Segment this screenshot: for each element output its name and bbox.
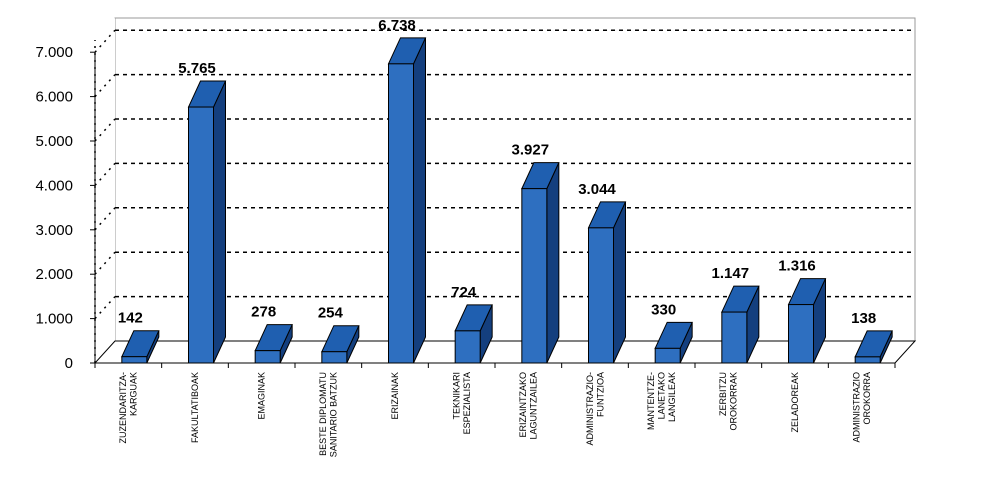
data-label: 5.765 <box>178 60 216 77</box>
category-label-line: SANITARIO BATZUK <box>329 372 339 457</box>
category-label-line: ERIZAINTZAKO <box>518 372 528 438</box>
category-label-line: FUNTZIOA <box>595 372 605 417</box>
y-tick-label: 2.000 <box>35 266 73 283</box>
category-label: ERIZAINAK <box>390 372 400 420</box>
y-tick-label: 5.000 <box>35 133 73 150</box>
category-label-line: ZELADOREAK <box>790 372 800 433</box>
data-label: 6.738 <box>378 17 416 34</box>
data-label: 3.044 <box>578 181 616 198</box>
category-label: ADMINISTRAZIO-FUNTZIOA <box>585 372 606 446</box>
bar-side <box>546 162 560 364</box>
bar-front <box>388 63 414 364</box>
gridline-side <box>94 29 116 53</box>
category-label: TEKNIKARIESPEZIALISTA <box>451 372 472 434</box>
x-axis: ZUZENDARITZA-KARGUAK FAKULTATIBOAK EMAGINA… <box>94 363 896 457</box>
category-label: ZERBITZUOROKORRAK <box>718 372 739 431</box>
category-label-line: ERIZAINAK <box>390 372 400 420</box>
category-label: MANTENTZE-LANETAKOLANGILEAK <box>646 372 677 430</box>
data-label: 1.147 <box>712 265 750 282</box>
y-tick-label: 3.000 <box>35 222 73 239</box>
data-label: 1.316 <box>778 258 816 275</box>
bar-front <box>454 330 481 364</box>
category-label-line: FAKULTATIBOAK <box>190 372 200 443</box>
category-label: ZELADOREAK <box>790 372 800 433</box>
bar-front <box>188 106 214 364</box>
category-label-line: ESPEZIALISTA <box>462 372 472 434</box>
bar-front <box>588 227 614 364</box>
bar <box>187 80 227 364</box>
bar <box>654 321 693 364</box>
bar-front <box>854 356 881 364</box>
bar <box>387 37 427 364</box>
category-label: ERIZAINTZAKOLAGUNTZAILEA <box>518 372 539 440</box>
category-label-line: EMAGINAK <box>257 372 267 420</box>
y-tick-label: 0 <box>65 355 73 372</box>
bar-side <box>613 201 626 364</box>
bar <box>787 278 827 364</box>
gridline-side <box>94 118 116 142</box>
category-label: BESTE DIPLOMATUSANITARIO BATZUK <box>318 372 339 457</box>
category-label-line: LANETAKO <box>657 372 667 419</box>
bar-front <box>721 311 748 364</box>
category-label-line: ADMINISTRAZIO- <box>585 372 595 446</box>
gridline-side <box>94 207 116 231</box>
category-label: FAKULTATIBOAK <box>190 372 200 443</box>
data-label: 330 <box>651 301 676 318</box>
category-label-line: TEKNIKARI <box>451 372 461 420</box>
bar <box>521 162 560 364</box>
bar-front <box>654 347 681 364</box>
data-label: 3.927 <box>512 142 550 159</box>
category-label-line: OROKORRA <box>862 372 872 425</box>
bar <box>721 285 760 364</box>
y-axis: 0 1.000 2.000 3.000 4.000 5.000 6.000 7.000 <box>35 44 96 372</box>
category-label: ZUZENDARITZA-KARGUAK <box>118 372 139 444</box>
bar-front <box>321 351 348 364</box>
bar <box>587 201 627 364</box>
category-label-line: MANTENTZE- <box>646 372 656 430</box>
gridline-side <box>94 251 116 275</box>
category-label-line: BESTE DIPLOMATU <box>318 372 328 456</box>
y-tick-label: 6.000 <box>35 89 73 106</box>
back-wall <box>114 17 916 342</box>
bar-front <box>254 350 281 364</box>
side-wall <box>95 18 115 363</box>
category-label-line: ZERBITZU <box>718 372 728 416</box>
gridline-side <box>94 162 116 186</box>
category-label-line: ZUZENDARITZA- <box>118 372 128 444</box>
bar <box>254 324 293 364</box>
data-label: 138 <box>851 310 876 327</box>
data-label: 254 <box>318 305 344 322</box>
y-tick-label: 4.000 <box>35 177 73 194</box>
bar <box>321 325 360 364</box>
bars <box>121 37 893 364</box>
data-label: 278 <box>251 304 276 321</box>
bar-front <box>121 356 148 364</box>
category-label-line: OROKORRAK <box>729 372 739 431</box>
bar <box>854 330 893 364</box>
category-label-line: ADMINISTRAZIO <box>851 372 861 443</box>
y-tick-label: 1.000 <box>35 311 73 328</box>
gridline-side <box>94 296 116 320</box>
bar-front <box>521 188 548 364</box>
bar <box>121 330 160 364</box>
bar <box>454 304 493 364</box>
category-label: EMAGINAK <box>257 372 267 420</box>
category-label-line: LAGUNTZAILEA <box>529 372 539 440</box>
data-label: 724 <box>451 284 477 301</box>
chart-walls <box>93 17 917 364</box>
bar-side <box>413 37 426 364</box>
gridlines <box>94 29 915 320</box>
category-label: ADMINISTRAZIOOROKORRA <box>851 372 872 443</box>
bar-front <box>788 304 814 364</box>
bar-side <box>213 80 226 364</box>
data-label: 142 <box>118 310 143 327</box>
y-tick-label: 7.000 <box>35 44 73 61</box>
gridline-side <box>94 74 116 98</box>
category-label-line: LANGILEAK <box>667 372 677 422</box>
category-label-line: KARGUAK <box>129 372 139 416</box>
data-labels: 142 5.765 278 254 6.738 724 3.927 3.044 330 1.147… <box>118 17 876 327</box>
